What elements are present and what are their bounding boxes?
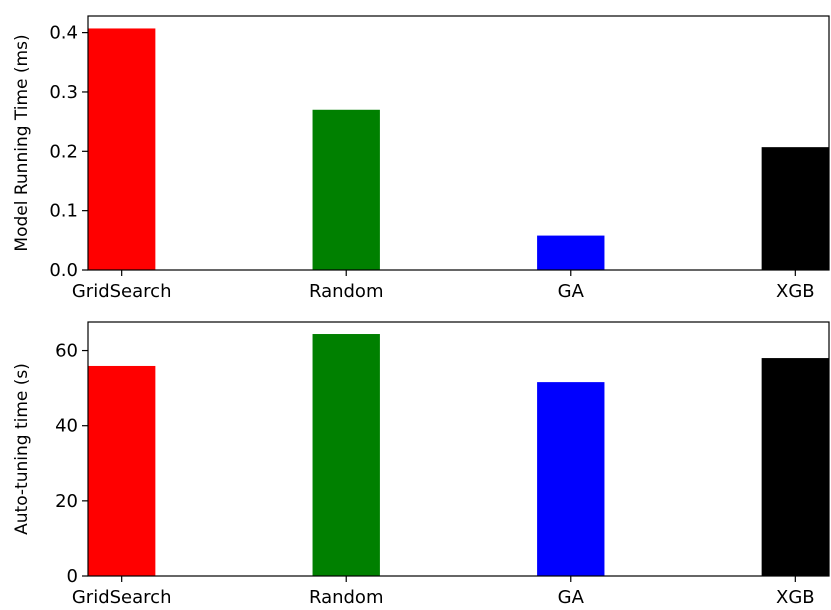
x-tick-label: GridSearch (72, 587, 172, 608)
y-tick-label: 0 (67, 566, 78, 587)
y-axis-label: Auto-tuning time (s) (12, 363, 32, 535)
y-tick-label: 40 (55, 416, 78, 437)
y-tick-label: 20 (55, 491, 78, 512)
plot-frame (87, 321, 830, 577)
y-tick-label: 0.4 (49, 23, 78, 44)
y-tick-label: 0.1 (49, 201, 78, 222)
bar-ga (537, 235, 605, 270)
bar-random (312, 109, 380, 270)
x-tick-label: XGB (776, 281, 815, 302)
y-tick-label: 0.3 (49, 82, 78, 103)
bar-ga (537, 382, 605, 576)
y-axis-label: Model Running Time (ms) (12, 34, 32, 251)
x-tick-label: Random (309, 587, 384, 608)
plot-frame (87, 15, 830, 271)
y-tick-label: 60 (55, 341, 78, 362)
bar-xgb (761, 147, 829, 270)
bar-random (312, 334, 380, 576)
y-tick-label: 0.0 (49, 260, 78, 281)
x-tick-label: GridSearch (72, 281, 172, 302)
x-tick-label: Random (309, 281, 384, 302)
bar-gridsearch (88, 365, 156, 576)
x-tick-label: GA (558, 587, 585, 608)
x-tick-label: XGB (776, 587, 815, 608)
y-tick-label: 0.2 (49, 141, 78, 162)
bar-xgb (761, 358, 829, 576)
bar-gridsearch (88, 28, 156, 270)
x-tick-label: GA (558, 281, 585, 302)
